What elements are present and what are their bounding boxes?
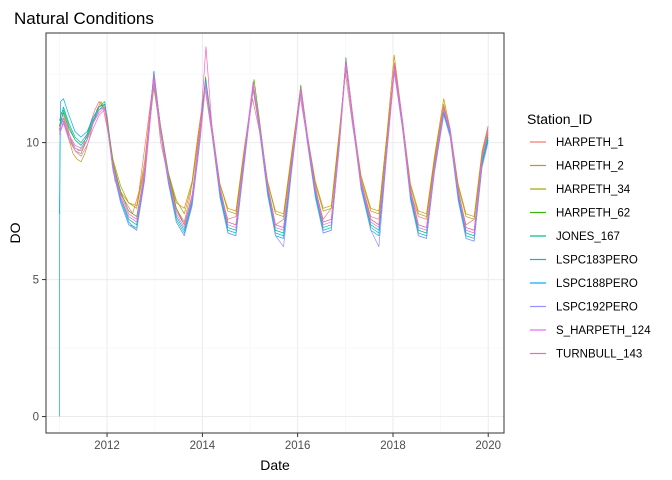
- legend-label-harpeth-2: HARPETH_2: [556, 161, 624, 173]
- plot-panel-border: [45, 32, 505, 434]
- series-line-lspc188pero: [59, 60, 489, 417]
- legend-label-harpeth-62: HARPETH_62: [556, 208, 630, 220]
- legend-label-turnbull-143: TURNBULL_143: [556, 349, 642, 361]
- legend-label-harpeth-34: HARPETH_34: [556, 184, 631, 196]
- x-tick-label: 2020: [475, 440, 501, 452]
- chart-title: Natural Conditions: [14, 9, 154, 28]
- legend-label-lspc192pero: LSPC192PERO: [556, 302, 638, 314]
- legend-label-lspc183pero: LSPC183PERO: [556, 255, 638, 267]
- series-line-s-harpeth-124: [59, 62, 489, 234]
- x-tick-label: 2016: [285, 440, 311, 452]
- x-axis: 2012 2014 2016 2018 2020: [94, 433, 501, 452]
- legend-label-harpeth-1: HARPETH_1: [556, 137, 624, 149]
- x-tick-label: 2014: [190, 440, 216, 452]
- x-tick-label: 2012: [94, 440, 120, 452]
- y-axis-title: DO: [7, 222, 23, 243]
- plot-gridlines: [46, 33, 504, 433]
- x-axis-title: Date: [260, 457, 290, 473]
- series-line-lspc192pero: [59, 65, 489, 248]
- y-tick-label: 10: [26, 138, 39, 150]
- y-axis: 0 5 10: [26, 138, 46, 424]
- legend-label-lspc188pero: LSPC188PERO: [556, 278, 638, 290]
- series-line-turnbull-143: [59, 46, 489, 231]
- y-tick-label: 0: [33, 412, 39, 424]
- legend-label-jones-167: JONES_167: [556, 231, 620, 243]
- legend-title: Station_ID: [527, 111, 592, 127]
- legend: Station_ID HARPETH_1 HARPETH_2 HARPETH_34 H…: [527, 111, 651, 361]
- x-tick-label: 2018: [380, 440, 406, 452]
- series-lines: [59, 46, 489, 417]
- y-tick-label: 5: [33, 275, 39, 287]
- legend-label-s-harpeth-124: S_HARPETH_124: [556, 325, 651, 337]
